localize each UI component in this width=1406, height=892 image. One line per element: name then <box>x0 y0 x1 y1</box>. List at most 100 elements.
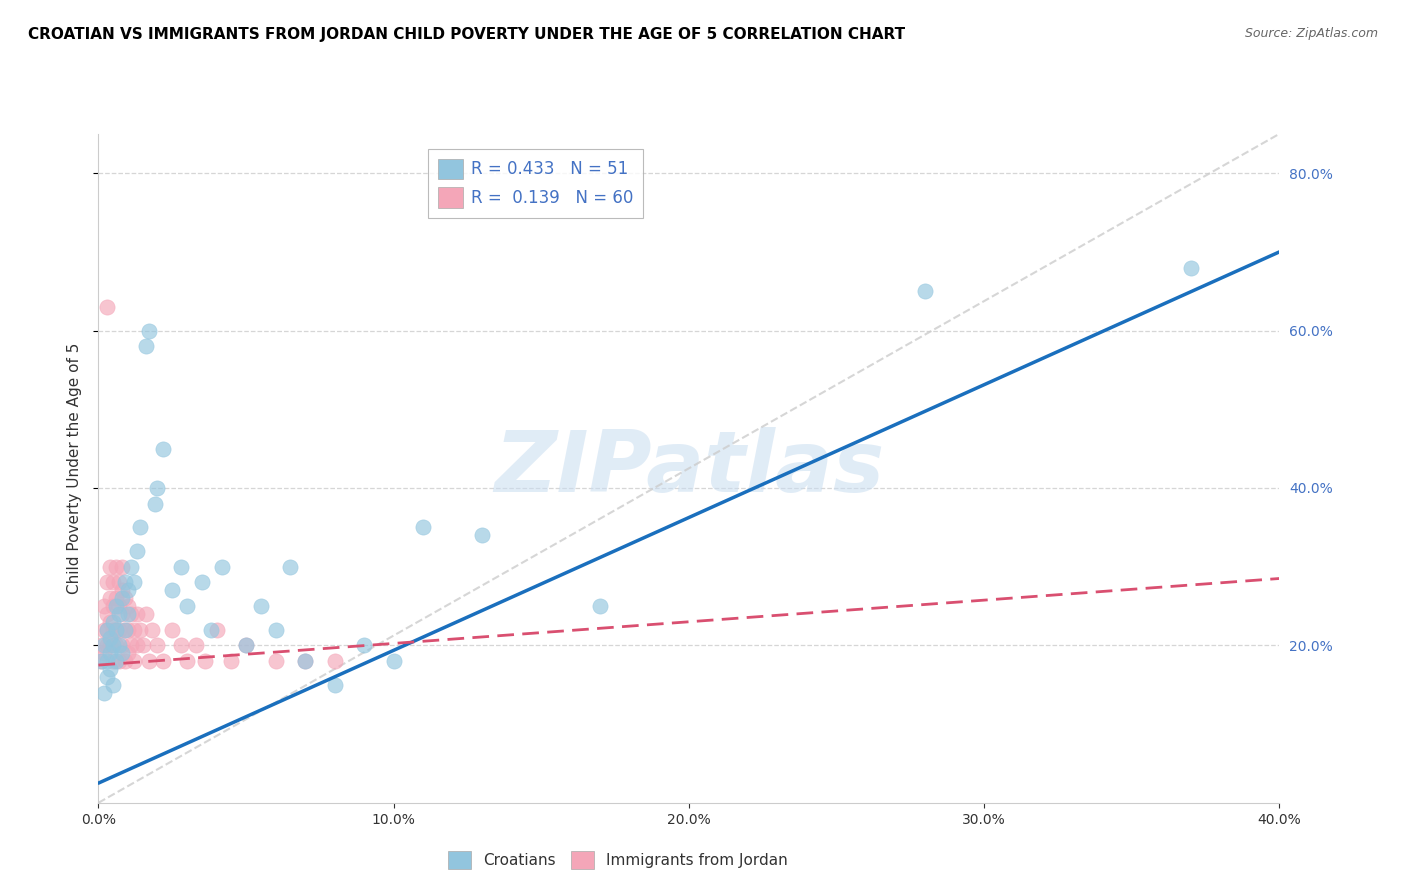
Point <box>120 607 142 621</box>
Y-axis label: Child Poverty Under the Age of 5: Child Poverty Under the Age of 5 <box>67 343 83 594</box>
Point <box>98 559 121 574</box>
Point <box>125 607 148 621</box>
Point <box>103 615 125 629</box>
Point <box>98 591 121 606</box>
Point <box>105 623 128 637</box>
Point <box>98 662 121 676</box>
Point <box>117 607 139 621</box>
Point <box>103 575 125 590</box>
Point <box>264 623 287 637</box>
Point <box>162 583 183 598</box>
Point <box>412 520 434 534</box>
Point <box>294 654 316 668</box>
Point <box>323 678 346 692</box>
Point <box>105 591 128 606</box>
Text: ZIPatlas: ZIPatlas <box>494 426 884 510</box>
Point <box>117 599 139 613</box>
Point <box>152 654 174 668</box>
Point <box>96 654 118 668</box>
Point <box>914 284 936 298</box>
Point <box>122 623 145 637</box>
Point <box>128 623 150 637</box>
Point <box>120 559 142 574</box>
Point <box>103 678 125 692</box>
Point <box>103 654 125 668</box>
Point <box>90 654 112 668</box>
Text: CROATIAN VS IMMIGRANTS FROM JORDAN CHILD POVERTY UNDER THE AGE OF 5 CORRELATION : CROATIAN VS IMMIGRANTS FROM JORDAN CHILD… <box>28 27 905 42</box>
Point <box>114 623 136 637</box>
Point <box>103 623 125 637</box>
Point <box>589 599 612 613</box>
Point <box>96 575 118 590</box>
Point <box>98 631 121 645</box>
Point <box>105 623 128 637</box>
Point <box>117 646 139 660</box>
Point <box>103 639 125 653</box>
Point <box>382 654 405 668</box>
Point <box>135 339 157 353</box>
Point <box>117 583 139 598</box>
Point <box>278 559 302 574</box>
Point <box>96 670 118 684</box>
Point <box>114 591 136 606</box>
Point <box>108 575 131 590</box>
Point <box>120 639 142 653</box>
Point <box>98 615 121 629</box>
Point <box>235 639 257 653</box>
Point <box>264 654 287 668</box>
Point <box>93 646 115 660</box>
Point <box>108 654 131 668</box>
Legend: Croatians, Immigrants from Jordan: Croatians, Immigrants from Jordan <box>441 845 794 875</box>
Point <box>170 559 193 574</box>
Point <box>211 559 233 574</box>
Point <box>176 654 198 668</box>
Point <box>96 300 118 314</box>
Point <box>146 481 169 495</box>
Point <box>117 623 139 637</box>
Point <box>128 520 150 534</box>
Point <box>96 639 118 653</box>
Point <box>111 583 134 598</box>
Point <box>122 654 145 668</box>
Point <box>135 607 157 621</box>
Point <box>138 654 160 668</box>
Point <box>471 528 494 542</box>
Point <box>108 599 131 613</box>
Point <box>132 639 155 653</box>
Point <box>122 575 145 590</box>
Point <box>111 639 134 653</box>
Point <box>141 623 163 637</box>
Point <box>138 324 160 338</box>
Point <box>98 639 121 653</box>
Point <box>111 591 134 606</box>
Point <box>143 497 166 511</box>
Point <box>108 639 131 653</box>
Point <box>219 654 242 668</box>
Point <box>250 599 273 613</box>
Point <box>114 575 136 590</box>
Point <box>105 639 128 653</box>
Point <box>294 654 316 668</box>
Point <box>105 559 128 574</box>
Point <box>93 623 115 637</box>
Point <box>93 685 115 699</box>
Point <box>103 599 125 613</box>
Point <box>205 623 228 637</box>
Point <box>105 599 128 613</box>
Point <box>105 654 128 668</box>
Point <box>108 623 131 637</box>
Point <box>191 575 214 590</box>
Point <box>125 544 148 558</box>
Point <box>114 623 136 637</box>
Point <box>235 639 257 653</box>
Point <box>146 639 169 653</box>
Point <box>111 559 134 574</box>
Point <box>184 639 207 653</box>
Point <box>176 599 198 613</box>
Point <box>111 607 134 621</box>
Point <box>96 623 118 637</box>
Point <box>162 623 183 637</box>
Text: Source: ZipAtlas.com: Source: ZipAtlas.com <box>1244 27 1378 40</box>
Point <box>111 646 134 660</box>
Point <box>96 607 118 621</box>
